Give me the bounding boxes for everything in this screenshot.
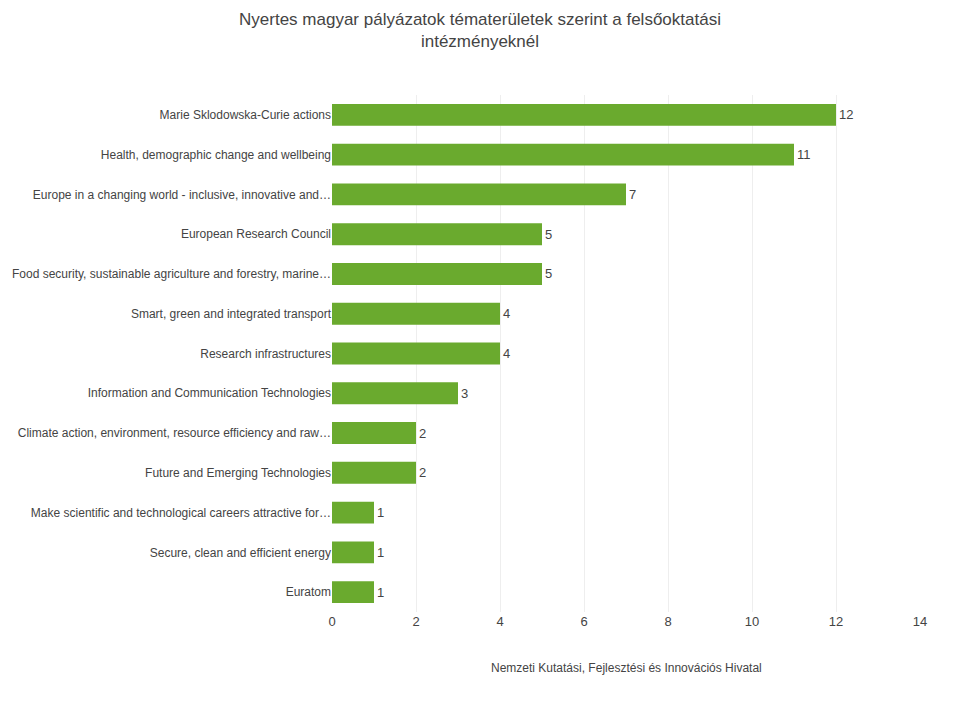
svg-text:11: 11 — [797, 147, 811, 162]
svg-text:1: 1 — [377, 505, 384, 520]
svg-text:Health, demographic change and: Health, demographic change and wellbeing — [101, 148, 331, 162]
svg-text:Research infrastructures: Research infrastructures — [200, 347, 331, 361]
svg-text:2: 2 — [419, 426, 426, 441]
svg-text:2: 2 — [419, 465, 426, 480]
svg-text:12: 12 — [839, 107, 853, 122]
svg-text:Climate action, environment, r: Climate action, environment, resource ef… — [18, 426, 331, 440]
svg-text:0: 0 — [328, 614, 335, 629]
svg-text:Smart, green and integrated tr: Smart, green and integrated transport — [131, 307, 332, 321]
svg-text:5: 5 — [545, 266, 552, 281]
svg-text:12: 12 — [829, 614, 843, 629]
svg-text:10: 10 — [745, 614, 759, 629]
svg-text:European Research Council: European Research Council — [181, 227, 331, 241]
svg-text:Nemzeti Kutatási, Fejlesztési: Nemzeti Kutatási, Fejlesztési és Innovác… — [491, 661, 762, 675]
svg-text:Marie Sklodowska-Curie actions: Marie Sklodowska-Curie actions — [160, 108, 331, 122]
svg-text:Information and Communication: Information and Communication Technologi… — [88, 386, 331, 400]
svg-text:2: 2 — [412, 614, 419, 629]
svg-text:Make scientific and technologi: Make scientific and technological career… — [31, 506, 331, 520]
svg-text:Europe in a changing world - i: Europe in a changing world - inclusive, … — [33, 188, 331, 202]
svg-text:Secure, clean and efficient en: Secure, clean and efficient energy — [150, 546, 331, 560]
svg-text:4: 4 — [503, 346, 510, 361]
svg-text:8: 8 — [664, 614, 671, 629]
svg-text:7: 7 — [629, 187, 636, 202]
svg-text:3: 3 — [461, 386, 468, 401]
svg-text:Food security, sustainable agr: Food security, sustainable agriculture a… — [12, 267, 331, 281]
svg-text:5: 5 — [545, 227, 552, 242]
svg-text:4: 4 — [496, 614, 503, 629]
svg-text:14: 14 — [913, 614, 927, 629]
svg-text:6: 6 — [580, 614, 587, 629]
svg-text:4: 4 — [503, 306, 510, 321]
svg-text:Future and Emerging Technologi: Future and Emerging Technologies — [145, 466, 331, 480]
svg-text:1: 1 — [377, 545, 384, 560]
svg-text:1: 1 — [377, 585, 384, 600]
svg-text:Nyertes magyar pályázatok téma: Nyertes magyar pályázatok tématerületek … — [239, 10, 721, 51]
svg-text:Euratom: Euratom — [286, 585, 331, 599]
